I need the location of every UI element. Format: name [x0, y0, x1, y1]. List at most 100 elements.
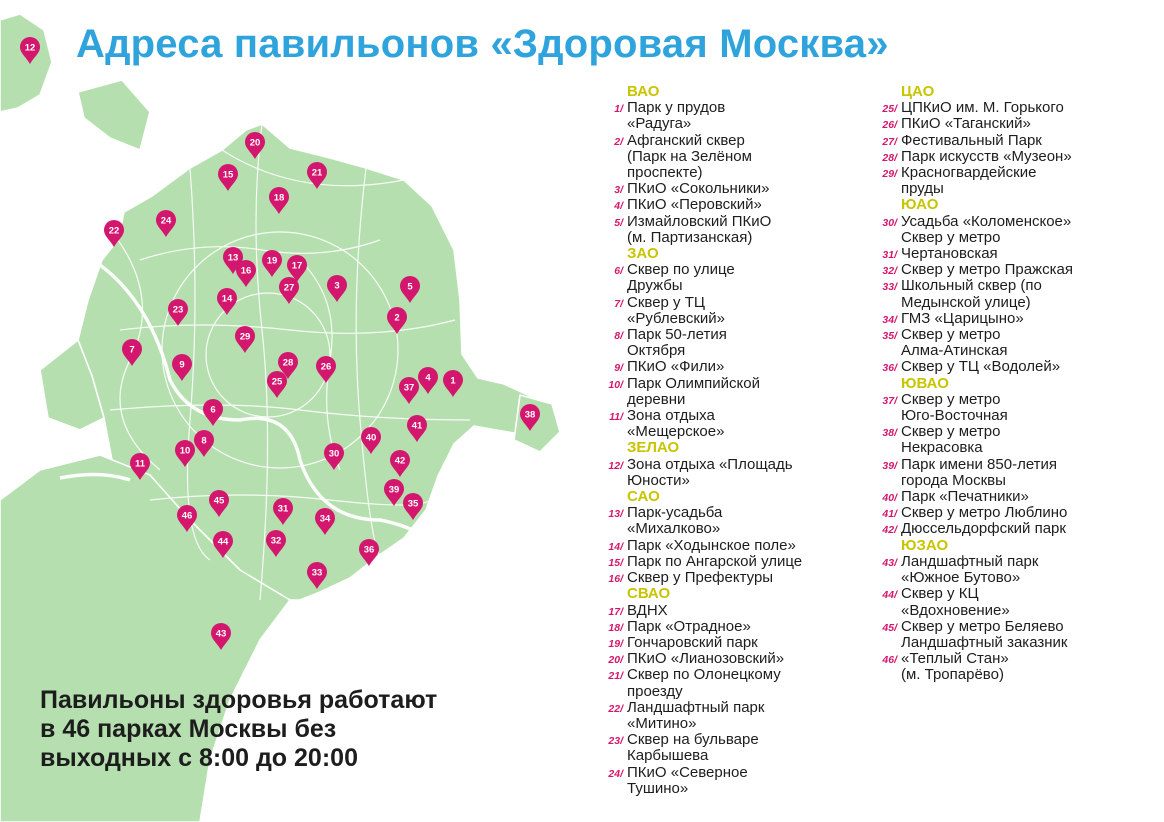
legend-line: ПКиО «Таганский»: [901, 115, 1031, 133]
legend-text: Сквер у ТЦ «Водолей»: [901, 359, 1150, 375]
map-pin-43[interactable]: 43: [211, 623, 231, 650]
map-pin-40[interactable]: 40: [361, 427, 381, 454]
map-pin-6[interactable]: 6: [203, 399, 223, 426]
map-pin-27[interactable]: 27: [279, 277, 299, 304]
legend-line: Школьный сквер (по: [901, 277, 1042, 295]
map-pin-3[interactable]: 3: [327, 275, 347, 302]
pin-label: 1: [450, 375, 456, 386]
map-pin-15[interactable]: 15: [218, 164, 238, 191]
pin-label: 28: [283, 357, 294, 368]
legend-item: 34/ГМЗ «Царицыно»: [870, 309, 1150, 327]
map-pin-9[interactable]: 9: [172, 354, 192, 381]
map-pin-14[interactable]: 14: [217, 288, 237, 315]
map-pin-25[interactable]: 25: [267, 371, 287, 398]
legend-line: Измайловский ПКиО: [627, 212, 772, 230]
legend-item: 31/Чертановская: [870, 245, 1150, 262]
map-pin-26[interactable]: 26: [316, 356, 336, 383]
legend-number: 28/: [882, 151, 897, 164]
legend-number: 1/: [614, 103, 623, 116]
map-pin-33[interactable]: 33: [307, 562, 327, 589]
legend-text: ПКиО «Перовский»: [627, 197, 866, 213]
legend-line: Фестивальный Парк: [901, 131, 1042, 149]
legend-text: Сквер у Префектуры: [627, 569, 866, 586]
pin-marker: [235, 326, 255, 353]
pin-marker: [399, 377, 419, 404]
map-pin-36[interactable]: 36: [359, 539, 379, 566]
map-pin-5[interactable]: 5: [400, 276, 420, 303]
pin-marker: [267, 371, 287, 398]
pin-label: 10: [180, 445, 191, 456]
map-pin-13[interactable]: 13: [223, 247, 243, 274]
district-heading: ЗЕЛАО: [627, 439, 680, 457]
legend-line: Сквер по улице: [627, 261, 735, 279]
map-pin-18[interactable]: 18: [269, 187, 289, 214]
legend-line: Некрасовка: [901, 439, 983, 457]
legend-line: Сквер у ТЦ «Водолей»: [901, 358, 1061, 376]
map-pin-45[interactable]: 45: [209, 490, 229, 517]
legend-line: Дюссельдорфский парк: [901, 520, 1066, 538]
legend-line: Сквер у метро Люблино: [901, 504, 1068, 522]
map-pin-41[interactable]: 41: [407, 415, 427, 442]
map-pin-39[interactable]: 39: [384, 479, 404, 506]
zelenograd-area: [0, 13, 53, 113]
map-pin-46[interactable]: 46: [177, 505, 197, 532]
pin-label: 19: [267, 255, 278, 266]
map-pin-19[interactable]: 19: [262, 250, 282, 277]
legend-number: 22/: [608, 702, 623, 715]
legend-number: 18/: [608, 621, 623, 634]
pin-label: 25: [272, 376, 283, 387]
legend-number: 21/: [608, 670, 623, 683]
pin-marker: [324, 443, 344, 470]
legend-number: 5/: [614, 216, 623, 229]
legend-text: Парк-усадьба «Михалково»: [627, 504, 866, 538]
map-pin-2[interactable]: 2: [387, 307, 407, 334]
map-pin-1[interactable]: 1: [443, 370, 463, 397]
legend-number: 32/: [882, 265, 897, 278]
map-pin-11[interactable]: 11: [130, 453, 150, 480]
map-pin-21[interactable]: 21: [307, 162, 327, 189]
new-moscow-area: [0, 454, 291, 822]
legend-item: 42/Дюссельдорфский парк: [870, 521, 1150, 537]
map-pin-10[interactable]: 10: [175, 440, 195, 467]
map-pin-35[interactable]: 35: [403, 493, 423, 520]
map-pin-22[interactable]: 22: [104, 220, 124, 247]
legend-line: Парк-усадьба: [627, 504, 723, 522]
pin-label: 20: [250, 137, 261, 148]
map-pin-34[interactable]: 34: [315, 508, 335, 535]
pin-label: 12: [25, 42, 36, 53]
pin-label: 15: [223, 169, 234, 180]
legend-item: 24/ПКиО «Северное Тушино»: [596, 764, 866, 797]
pin-marker: [278, 352, 298, 379]
legend-number: 26/: [882, 119, 897, 132]
map-pin-17[interactable]: 17: [287, 255, 307, 282]
map-pin-42[interactable]: 42: [390, 450, 410, 477]
map-pin-16[interactable]: 16: [236, 260, 256, 287]
pin-label: 29: [240, 331, 251, 342]
map-pin-31[interactable]: 31: [273, 498, 293, 525]
map-pin-37[interactable]: 37: [399, 377, 419, 404]
legend-line: ГМЗ «Царицыно»: [901, 309, 1024, 327]
map-pin-32[interactable]: 32: [266, 530, 286, 557]
map-pin-44[interactable]: 44: [213, 531, 233, 558]
map-pin-29[interactable]: 29: [235, 326, 255, 353]
legend-item: 4/ПКиО «Перовский»: [596, 197, 866, 213]
map-pin-7[interactable]: 7: [122, 339, 142, 366]
map-pin-8[interactable]: 8: [194, 430, 214, 457]
map-pin-4[interactable]: 4: [418, 367, 438, 394]
map-pin-12[interactable]: 12: [20, 37, 40, 64]
legend-item: 5/Измайловский ПКиО (м. Партизанская): [596, 212, 866, 246]
legend-line: Октября: [627, 342, 686, 360]
map-pin-38[interactable]: 38: [520, 404, 540, 431]
legend-text: Гончаровский парк: [627, 634, 866, 651]
pin-label: 6: [210, 404, 215, 415]
pin-marker: [245, 132, 265, 159]
map-pin-23[interactable]: 23: [168, 299, 188, 326]
pin-marker: [122, 339, 142, 366]
pin-label: 26: [321, 361, 332, 372]
map-pin-24[interactable]: 24: [156, 210, 176, 237]
footer-line: в 46 парках Москвы без: [40, 715, 337, 743]
map-pin-30[interactable]: 30: [324, 443, 344, 470]
map-pin-20[interactable]: 20: [245, 132, 265, 159]
map-pin-28[interactable]: 28: [278, 352, 298, 379]
legend-line: Ландшафтный парк: [627, 698, 765, 716]
